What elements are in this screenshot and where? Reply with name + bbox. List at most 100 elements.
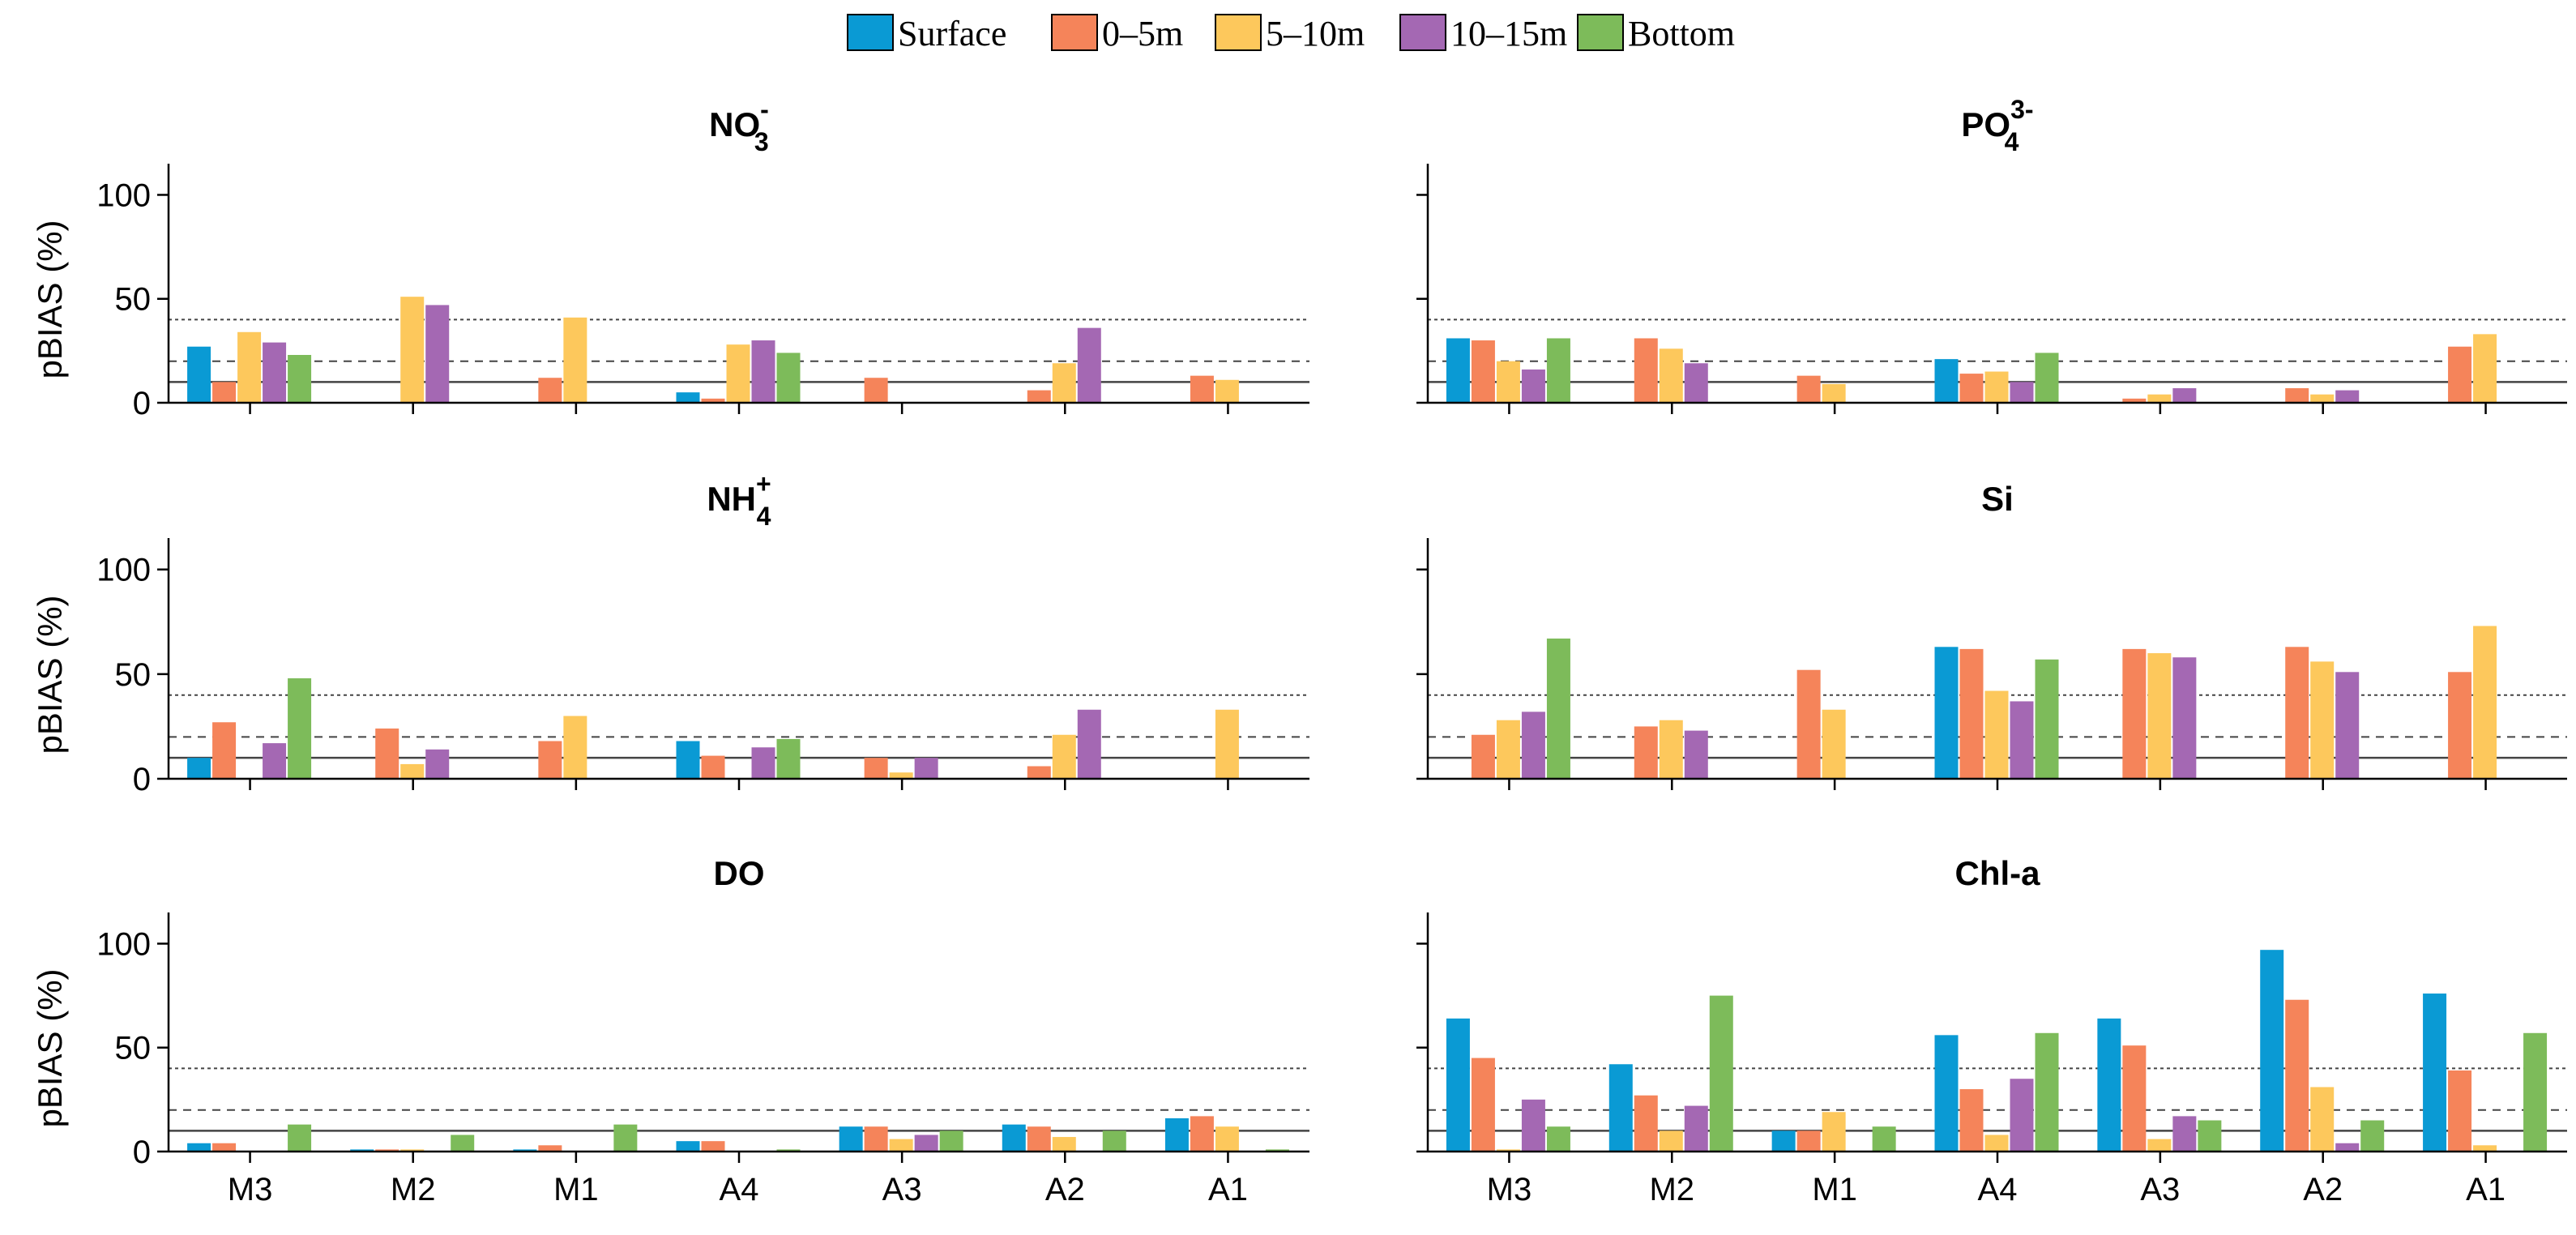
bar-M1-0–5m [1796, 669, 1821, 779]
bar-M3-0–5m [1471, 340, 1495, 403]
bar-M2-5–10m [400, 297, 425, 403]
bar-M3-Surface [187, 758, 211, 779]
bar-A3-Surface [2097, 1018, 2121, 1152]
bar-M2-10–15m [425, 305, 450, 403]
legend-label-2: 5–10m [1266, 14, 1365, 53]
y-tick-label: 0 [133, 762, 151, 797]
bar-A4-5–10m [726, 344, 750, 403]
x-tick-label-A4: A4 [1978, 1172, 2018, 1207]
bar-A2-5–10m [1052, 363, 1076, 403]
bar-M3-Bottom [288, 1124, 312, 1152]
bar-A2-0–5m [1027, 766, 1051, 779]
bar-A4-0–5m [1959, 374, 1984, 403]
bar-M1-0–5m [538, 741, 562, 779]
legend-swatch-2 [1215, 14, 1262, 51]
bar-M2-Bottom [1709, 995, 1733, 1152]
bar-A1-Surface [1164, 1117, 1189, 1152]
bar-M2-10–15m [1684, 730, 1708, 779]
bar-M3-0–5m [212, 382, 237, 403]
y-tick-label: 0 [133, 1135, 151, 1170]
legend-swatch-4 [1577, 14, 1624, 51]
bar-A2-5–10m [1052, 734, 1076, 779]
bar-A3-5–10m [889, 772, 913, 779]
bar-A1-Surface [2423, 994, 2447, 1152]
bar-M1-0–5m [538, 378, 562, 403]
bar-A3-0–5m [864, 758, 888, 779]
bar-M3-10–15m [1521, 712, 1545, 779]
bar-A2-Bottom [2360, 1120, 2385, 1152]
bar-M3-0–5m [212, 1143, 237, 1152]
bar-A4-5–10m [1984, 371, 2009, 403]
y-axis-label: pBIAS (%) [31, 968, 69, 1127]
panel-title: Si [1981, 480, 2014, 518]
bar-M1-Surface [513, 1149, 537, 1152]
bar-A4-Bottom [2035, 353, 2059, 403]
bar-A2-0–5m [2285, 388, 2309, 403]
bar-A1-Bottom [1265, 1149, 1289, 1152]
bar-A4-10–15m [2010, 382, 2034, 403]
bar-A3-5–10m [889, 1139, 913, 1152]
bar-A4-0–5m [1959, 648, 1984, 779]
panel-title: Chl-a [1955, 854, 2041, 892]
bar-M2-5–10m [1659, 720, 1683, 779]
bar-M3-5–10m [1496, 1149, 1520, 1152]
bar-A2-Surface [1002, 1124, 1026, 1152]
panel-title: PO3-4 [1961, 95, 2033, 156]
bar-M2-10–15m [1684, 1105, 1708, 1152]
bar-M3-5–10m [237, 331, 262, 403]
bar-M3-Surface [1446, 338, 1470, 403]
bar-A1-0–5m [2448, 346, 2472, 403]
bar-A2-5–10m [2310, 661, 2335, 779]
bar-A3-5–10m [2147, 653, 2172, 779]
bar-A2-0–5m [2285, 999, 2309, 1152]
bar-M2-5–10m [1659, 348, 1683, 403]
legend: Surface 0–5m 5–10m 10–15m Bottom [847, 14, 1735, 53]
bar-M2-10–15m [1684, 363, 1708, 403]
bar-A4-10–15m [2010, 701, 2034, 779]
bar-A4-0–5m [1959, 1089, 1984, 1152]
bar-A3-10–15m [2172, 388, 2197, 403]
x-tick-label-M3: M3 [1487, 1172, 1532, 1207]
bar-A2-5–10m [1052, 1137, 1076, 1152]
bar-A1-5–10m [1215, 709, 1239, 779]
bar-A1-Bottom [2523, 1032, 2548, 1152]
chart-panel-6: Chl-a M3 M2 M1 A4 A3 A2 A1 [1416, 854, 2567, 1207]
bar-A3-5–10m [2147, 1139, 2172, 1152]
bar-A4-Bottom [776, 1149, 801, 1152]
bar-A2-Surface [2260, 950, 2284, 1152]
bar-A1-5–10m [2473, 626, 2497, 779]
y-tick-label: 50 [115, 657, 152, 693]
bar-M2-Bottom [451, 1135, 475, 1152]
bar-A2-0–5m [1027, 390, 1051, 403]
x-tick-label-M3: M3 [228, 1172, 273, 1207]
bar-M3-5–10m [1496, 720, 1520, 779]
bar-M3-10–15m [263, 743, 287, 779]
bar-A4-0–5m [701, 398, 725, 403]
bar-M2-5–10m [400, 1149, 425, 1152]
bar-A4-Bottom [2035, 659, 2059, 779]
bar-M1-Bottom [1872, 1126, 1896, 1152]
bar-A3-Surface [839, 1126, 863, 1152]
bar-M2-0–5m [1634, 1095, 1658, 1152]
bar-A2-10–15m [2335, 1143, 2360, 1152]
bar-A4-Surface [1934, 359, 1959, 403]
bar-A3-10–15m [2172, 1116, 2197, 1152]
bar-M1-0–5m [1796, 1130, 1821, 1152]
x-tick-label-M2: M2 [391, 1172, 436, 1207]
legend-swatch-0 [847, 14, 894, 51]
chart-panel-1: NO-3 0 50 100 pBIAS (%) [31, 95, 1309, 421]
bar-M3-0–5m [1471, 1058, 1495, 1152]
y-tick-label: 50 [115, 1031, 152, 1066]
bar-A4-Surface [676, 392, 700, 403]
bar-M3-Surface [187, 346, 211, 403]
y-tick-label: 100 [96, 553, 151, 588]
chart-panels: NO-3 0 50 100 pBIAS (%) PO3-4 NH+ 4 0 50 100 pBIAS … [31, 95, 2567, 1207]
bar-M1-5–10m [563, 317, 587, 403]
bar-A1-0–5m [1190, 1116, 1214, 1152]
y-tick-label: 0 [133, 386, 151, 421]
bar-M3-10–15m [263, 342, 287, 403]
bar-A2-0–5m [1027, 1126, 1051, 1152]
bar-A1-5–10m [2473, 334, 2497, 403]
legend-label-3: 10–15m [1450, 14, 1567, 53]
